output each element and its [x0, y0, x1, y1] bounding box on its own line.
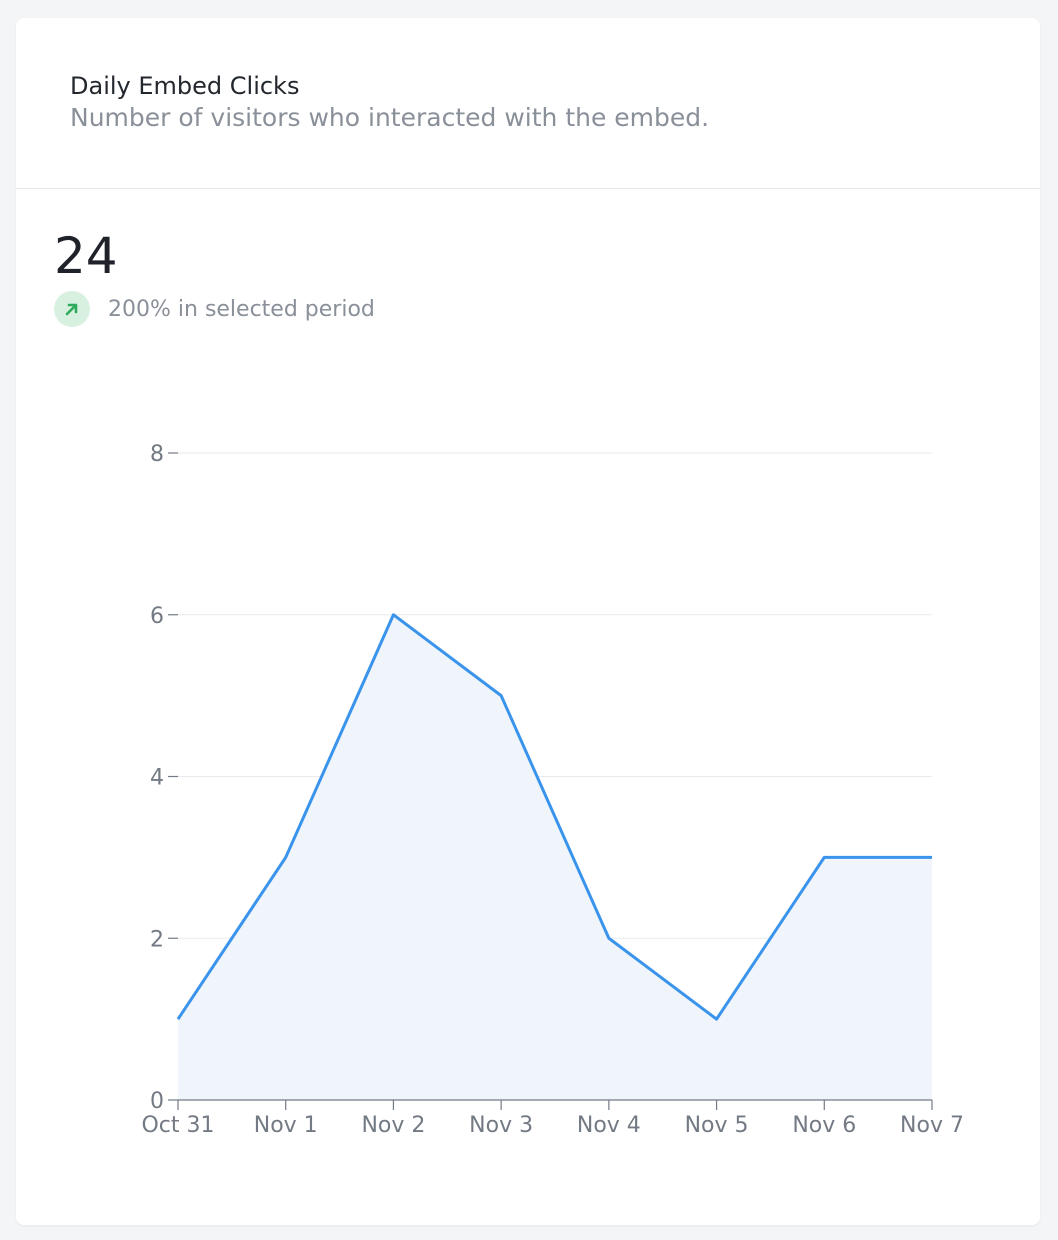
y-tick-label: 0: [150, 1089, 164, 1114]
card-header: Daily Embed Clicks Number of visitors wh…: [16, 18, 1040, 189]
series-line: [176, 613, 932, 1021]
arrow-up-right-icon: [54, 291, 90, 327]
x-tick-label: Nov 3: [469, 1113, 533, 1138]
card-subtitle: Number of visitors who interacted with t…: [70, 103, 710, 132]
card-title: Daily Embed Clicks: [70, 72, 300, 100]
y-tick-label: 6: [150, 604, 164, 629]
x-tick-label: Nov 7: [900, 1113, 964, 1138]
x-tick-label: Nov 2: [361, 1113, 425, 1138]
x-tick-label: Nov 4: [577, 1113, 641, 1138]
y-tick-label: 4: [150, 766, 164, 791]
area-fill: [178, 614, 932, 1100]
metric-value: 24: [54, 227, 118, 285]
x-tick-label: Nov 6: [792, 1113, 856, 1138]
trend-indicator: 200% in selected period: [54, 291, 375, 327]
y-tick-label: 2: [150, 927, 164, 952]
x-tick-label: Nov 1: [254, 1113, 318, 1138]
y-tick-label: 8: [150, 442, 164, 467]
x-tick-label: Nov 5: [685, 1113, 749, 1138]
x-tick-label: Oct 31: [141, 1113, 214, 1138]
trend-text: 200% in selected period: [108, 296, 375, 322]
